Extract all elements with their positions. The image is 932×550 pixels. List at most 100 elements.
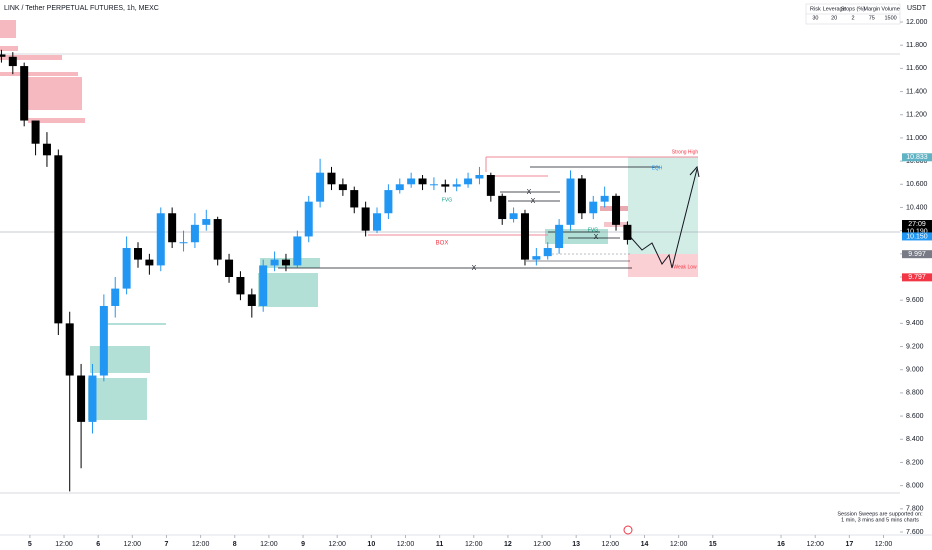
candle-body [247, 294, 256, 306]
candle-body [543, 248, 552, 257]
y-tick-label: 9.400 [906, 320, 924, 327]
price-badge: 9.797 [902, 273, 932, 282]
badge-label: 9.797 [908, 274, 926, 281]
annotation: FVG [588, 227, 598, 233]
candle-body [156, 213, 165, 266]
candle-body [42, 143, 51, 156]
badge-label: 10.190 [906, 229, 928, 236]
y-tick-label: 11.400 [906, 88, 927, 95]
price-badge: 10.150 [902, 232, 932, 241]
y-tick-label: 9.600 [906, 297, 924, 304]
candle-body [168, 213, 177, 243]
candle-body [452, 184, 461, 187]
candle-body [350, 190, 359, 208]
annotation: X [531, 198, 536, 205]
candle-body [236, 277, 245, 295]
x-tick-label: 6 [96, 541, 100, 548]
zones [0, 20, 698, 420]
price-axis [900, 0, 932, 535]
chart-title: LINK / Tether PERPETUAL FUTURES, 1h, MEX… [4, 5, 159, 12]
candle-body [54, 155, 63, 324]
currency: USDT [907, 5, 927, 12]
y-tick-label: 11.200 [906, 112, 927, 119]
candle-body [145, 259, 154, 266]
annotation: EQH [652, 165, 663, 171]
x-tick-label: 12:00 [533, 541, 551, 548]
icon[interactable] [623, 525, 633, 535]
projection [625, 168, 698, 269]
candle-body [373, 213, 382, 231]
x-tick-label: 12:00 [806, 541, 824, 548]
annotation: X [527, 189, 532, 196]
y-tick-label: 8.800 [906, 390, 924, 397]
x-tick-label: 8 [233, 541, 237, 548]
badge [902, 250, 932, 259]
candle-body [600, 195, 609, 202]
x-tick-label: 14 [641, 541, 649, 548]
note: Session Sweeps are supported on: [837, 511, 923, 517]
badge [902, 220, 932, 228]
badge [902, 227, 932, 236]
table-header: Leverage [823, 6, 846, 12]
badge [902, 153, 932, 162]
table-header: Stops (%) [841, 6, 865, 12]
note: 1 min, 3 mins and 5 mins charts [841, 517, 919, 523]
y-tick-label: 8.400 [906, 436, 924, 443]
candle-body [498, 195, 507, 220]
candle-body [270, 259, 279, 266]
table-cell: 20 [831, 15, 837, 21]
countdown: 27:09 [908, 221, 926, 228]
y-tick-label: 10.800 [906, 158, 928, 165]
annotation: Strong High [672, 149, 699, 155]
candle-body [259, 265, 268, 306]
candle-body [0, 54, 6, 57]
x-tick-label: 12:00 [465, 541, 483, 548]
x-tick-label: 11 [436, 541, 444, 548]
candle-body [612, 195, 621, 225]
y-tick-label: 11.000 [906, 135, 927, 142]
y-tick-label: 11.600 [906, 65, 927, 72]
x-tick-label: 12:00 [875, 541, 893, 548]
y-tick-label: 12.000 [906, 19, 928, 26]
x-tick-label: 12:00 [328, 541, 346, 548]
countdown-badge: 27:09 [902, 220, 932, 228]
candle-body [293, 236, 302, 266]
candle-body [179, 242, 188, 244]
x-tick-label: 7 [165, 541, 169, 548]
demand-zone [90, 346, 150, 373]
y-tick-label: 7.800 [906, 506, 924, 513]
x-tick-label: 9 [301, 541, 305, 548]
candle-body [88, 375, 97, 422]
y-tick-label: 8.200 [906, 459, 924, 466]
price-badge: 10.190 [902, 227, 932, 236]
x-tick-label: 12:00 [124, 541, 142, 548]
x-tick-label: 12:00 [397, 541, 415, 548]
candle-body [384, 190, 393, 214]
annotation: Weak Low [673, 264, 697, 270]
candle-body [281, 259, 290, 266]
table-header: Volume [881, 6, 899, 12]
candle-body [407, 178, 416, 185]
candle-body [122, 248, 131, 289]
x-tick-label: 12:00 [670, 541, 688, 548]
supply-zone [0, 72, 78, 76]
demand-zone [88, 378, 147, 420]
candle-body [361, 207, 370, 231]
badge-label: 10.833 [906, 154, 928, 161]
x-tick-label: 15 [709, 541, 717, 548]
y-tick-label: 11.800 [906, 42, 927, 49]
candle-body [31, 120, 40, 144]
y-tick-label: 9.000 [906, 367, 924, 374]
price-badge: 9.997 [902, 250, 932, 259]
x-tick-label: 16 [777, 541, 785, 548]
risk-table: Risk 30 Leverage 20 Stops (%) 2 Margin 75 Volume… [805, 3, 901, 25]
badge [902, 232, 932, 241]
badge-label: 9.997 [908, 251, 926, 258]
x-tick-label: 12:00 [55, 541, 73, 548]
candle-body [486, 175, 495, 196]
candle-body [327, 172, 336, 185]
table-header: Margin [863, 6, 880, 12]
table-cell: 75 [869, 15, 875, 21]
x-tick-label: 5 [28, 541, 32, 548]
